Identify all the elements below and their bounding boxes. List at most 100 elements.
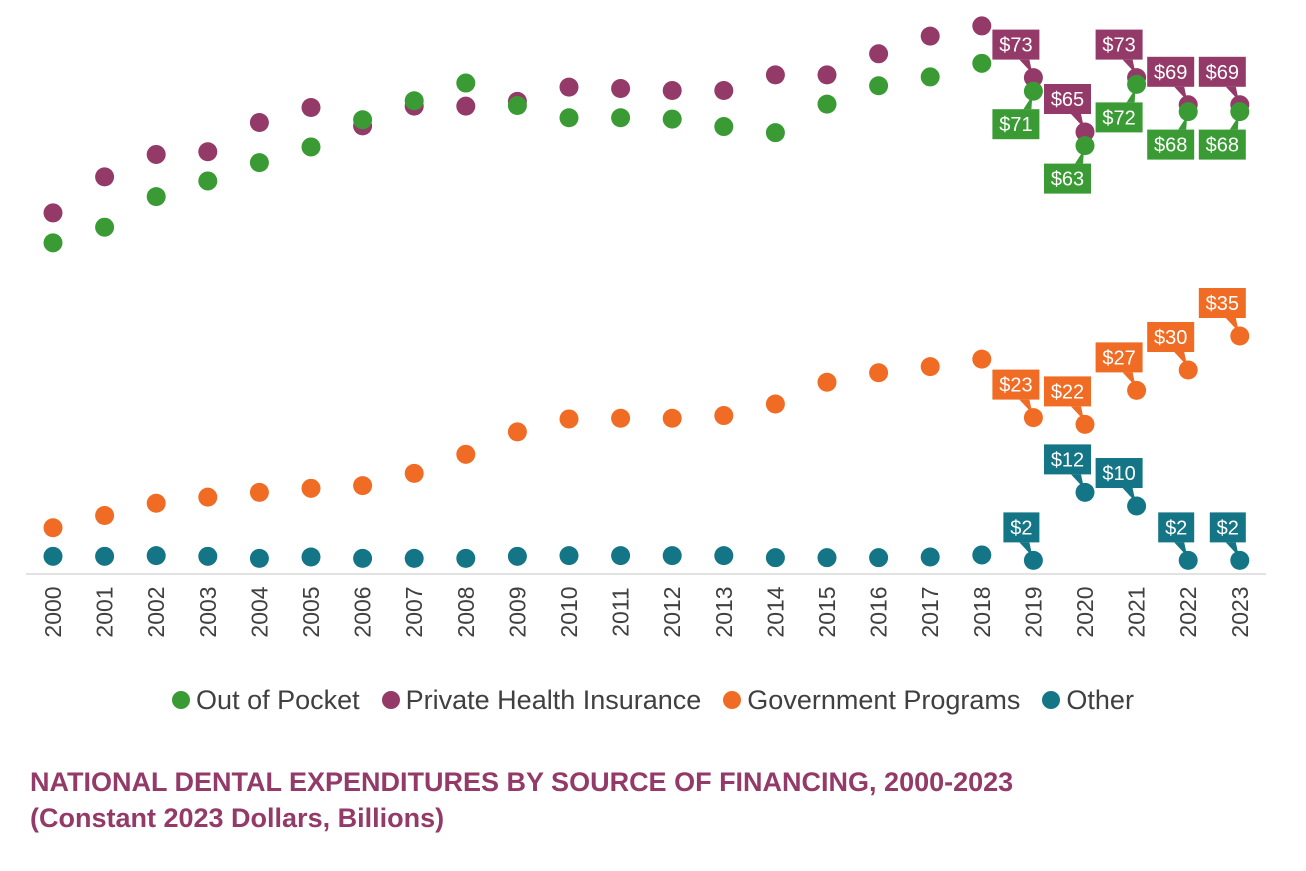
x-tick-label: 2018 <box>969 586 995 637</box>
data-point <box>43 546 63 566</box>
data-label-leader <box>1122 488 1136 502</box>
data-label: $72 <box>1095 88 1143 133</box>
data-label-text: $23 <box>999 375 1032 397</box>
data-point <box>765 394 785 414</box>
data-label-box <box>1003 512 1040 543</box>
data-label-box <box>1095 29 1143 60</box>
data-point <box>920 357 940 377</box>
data-label-leader <box>1071 406 1084 421</box>
data-label: $73 <box>992 29 1040 74</box>
data-point <box>714 546 734 566</box>
data-point <box>1023 68 1043 88</box>
data-label-box <box>1147 56 1195 87</box>
data-label-box <box>1209 512 1246 543</box>
data-label: $63 <box>1044 149 1091 194</box>
data-label: $12 <box>1044 444 1091 489</box>
data-label-leader <box>1178 115 1188 130</box>
data-label-box <box>992 109 1040 140</box>
data-label: $27 <box>1095 342 1143 387</box>
x-tick-label: 2007 <box>401 586 427 637</box>
legend-label: Other <box>1066 684 1134 715</box>
data-point <box>972 349 992 369</box>
data-point <box>714 117 734 137</box>
data-point <box>869 548 889 568</box>
data-label-leader <box>1122 372 1136 387</box>
data-point <box>1127 380 1147 400</box>
data-point <box>249 112 269 132</box>
x-tick-label: 2004 <box>246 586 272 637</box>
data-point <box>146 493 166 513</box>
data-label-box <box>1095 102 1143 133</box>
data-point <box>249 482 269 502</box>
data-label-box <box>1147 129 1195 160</box>
data-point <box>456 73 476 93</box>
legend-marker-icon <box>381 691 400 709</box>
data-label-text: $69 <box>1206 62 1239 84</box>
data-point <box>249 153 269 173</box>
data-point <box>404 463 424 483</box>
data-point <box>507 546 527 566</box>
data-point <box>611 408 631 428</box>
x-tick-label: 2022 <box>1175 586 1201 637</box>
data-label: $2 <box>1003 512 1040 557</box>
data-point <box>404 548 424 568</box>
legend-item-private-health-insurance: Private Health Insurance <box>381 685 701 716</box>
data-label-box <box>1095 458 1143 488</box>
data-point <box>507 422 527 442</box>
data-point <box>869 44 889 64</box>
data-labels: $71 $63 $72 $68 $68 $73 $65 $73 $69 $69 $23 $22 $27 $… <box>992 29 1246 557</box>
x-tick-label: 2021 <box>1124 586 1150 637</box>
x-tick-label: 2012 <box>659 586 685 637</box>
data-label-leader <box>1122 59 1136 74</box>
data-point <box>456 444 476 464</box>
data-label-leader <box>1225 542 1239 557</box>
data-label: $71 <box>992 95 1040 140</box>
data-point <box>95 506 115 526</box>
data-point <box>1023 408 1043 428</box>
data-label-box <box>1158 512 1195 543</box>
data-label-leader <box>1019 542 1033 557</box>
data-label-box <box>1198 56 1246 87</box>
chart-title: NATIONAL DENTAL EXPENDITURES BY SOURCE O… <box>30 767 1014 797</box>
data-point <box>1178 360 1198 380</box>
data-label-box <box>992 369 1040 400</box>
data-label-box <box>992 29 1040 60</box>
chart-title-block: NATIONAL DENTAL EXPENDITURES BY SOURCE O… <box>30 764 1013 836</box>
data-point <box>765 65 785 85</box>
data-label-leader <box>1174 352 1188 366</box>
legend: Out of Pocket Private Health Insurance G… <box>0 683 1306 717</box>
data-point <box>1230 550 1250 570</box>
data-label-text: $12 <box>1051 449 1084 471</box>
data-label: $2 <box>1209 512 1246 557</box>
data-label: $10 <box>1095 458 1143 502</box>
data-label-leader <box>1225 318 1239 332</box>
data-label-leader <box>1174 86 1188 101</box>
data-label-box <box>1198 288 1246 318</box>
data-point <box>662 546 682 566</box>
data-point <box>559 77 579 97</box>
data-point <box>1023 550 1043 570</box>
data-label-text: $63 <box>1051 169 1084 191</box>
data-point <box>817 372 837 392</box>
data-point <box>1075 414 1095 434</box>
data-point <box>611 546 631 566</box>
data-label-leader <box>1075 149 1084 164</box>
chart-subtitle: (Constant 2023 Dollars, Billions) <box>30 803 445 833</box>
x-tick-label: 2017 <box>917 586 943 637</box>
data-point <box>1075 482 1095 502</box>
data-point <box>301 137 321 157</box>
data-label-text: $2 <box>1010 517 1032 539</box>
data-point <box>1230 102 1250 122</box>
data-point <box>817 65 837 85</box>
data-label-text: $65 <box>1051 89 1084 111</box>
x-tick-label: 2000 <box>40 586 66 637</box>
data-label-box <box>1044 444 1091 475</box>
data-label-text: $69 <box>1154 62 1187 84</box>
x-tick-label: 2013 <box>711 586 737 637</box>
data-point <box>1075 136 1095 156</box>
data-label-text: $71 <box>999 114 1032 136</box>
data-point <box>662 408 682 428</box>
x-tick-label: 2002 <box>143 586 169 637</box>
data-point <box>920 547 940 567</box>
